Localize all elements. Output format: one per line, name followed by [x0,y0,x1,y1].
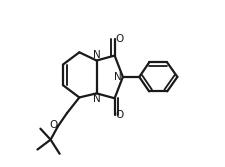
Text: O: O [115,110,123,120]
Text: N: N [92,94,100,104]
Text: N: N [114,72,122,82]
Text: O: O [49,120,57,130]
Text: O: O [115,34,123,44]
Text: N: N [92,50,100,60]
